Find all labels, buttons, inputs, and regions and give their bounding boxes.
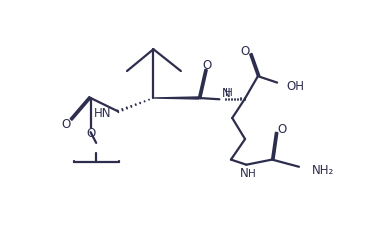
Text: O: O [61, 117, 71, 130]
Text: H: H [225, 88, 233, 98]
Text: OH: OH [286, 79, 304, 92]
Text: N: N [222, 86, 230, 99]
Text: O: O [202, 58, 211, 71]
Text: N: N [239, 167, 248, 180]
Text: H: H [248, 168, 256, 178]
Text: O: O [86, 127, 95, 140]
Polygon shape [153, 97, 199, 100]
Text: NH₂: NH₂ [312, 163, 334, 176]
Text: HN: HN [94, 106, 112, 119]
Text: O: O [277, 123, 287, 136]
Text: O: O [240, 45, 250, 58]
